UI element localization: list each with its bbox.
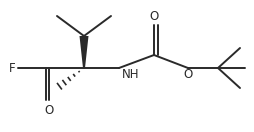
Text: NH: NH — [122, 67, 139, 81]
Text: F: F — [9, 62, 16, 74]
Text: O: O — [183, 67, 193, 81]
Polygon shape — [80, 36, 88, 68]
Text: O: O — [149, 10, 159, 22]
Text: O: O — [44, 103, 54, 117]
